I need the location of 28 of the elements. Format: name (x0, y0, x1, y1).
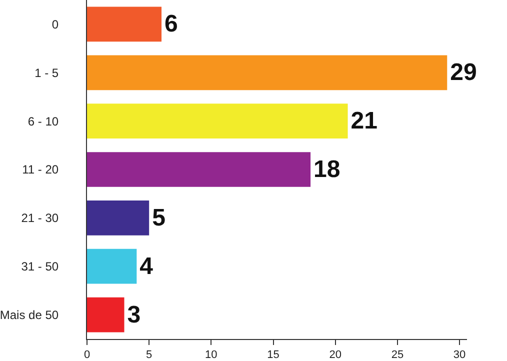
bar (87, 6, 162, 42)
y-tick-label: 21 - 30 (21, 211, 59, 226)
x-tick-label: 10 (205, 349, 218, 361)
y-tick-label: 6 - 10 (28, 114, 59, 128)
y-tick-label: 31 - 50 (21, 260, 59, 274)
bar (87, 297, 124, 332)
bar (87, 104, 348, 139)
y-tick-label: 11 - 20 (22, 162, 59, 177)
data-label: 3 (127, 301, 141, 328)
data-label: 4 (140, 252, 154, 280)
bar (87, 152, 311, 187)
x-tick-label: 5 (146, 349, 152, 361)
x-tick-label: 25 (391, 349, 404, 361)
x-tick-label: 0 (84, 349, 90, 361)
bar (87, 55, 448, 90)
data-label: 6 (164, 10, 178, 38)
data-label: 21 (350, 108, 378, 135)
data-label: 5 (152, 204, 166, 232)
data-label: 18 (314, 156, 340, 183)
bar (87, 248, 137, 284)
x-tick-label: 15 (267, 349, 280, 361)
y-tick-label: 0 (52, 17, 59, 32)
data-label: 29 (450, 59, 477, 86)
bar (87, 200, 150, 236)
y-tick-label: Mais de 50 (0, 308, 59, 322)
x-tick-label: 20 (329, 349, 342, 361)
x-tick-label: 30 (453, 349, 466, 361)
y-tick-label: 1 - 5 (34, 66, 59, 80)
